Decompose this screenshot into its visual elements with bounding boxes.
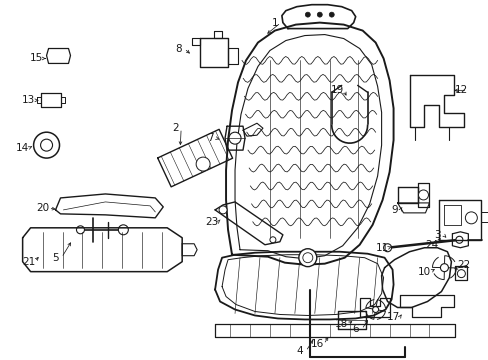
Text: 11: 11	[375, 243, 388, 253]
Circle shape	[383, 244, 391, 252]
Polygon shape	[157, 129, 232, 187]
Circle shape	[76, 226, 84, 234]
Text: 1: 1	[271, 18, 278, 28]
Circle shape	[228, 132, 241, 144]
Text: 7: 7	[206, 133, 213, 143]
Circle shape	[418, 190, 427, 200]
Circle shape	[305, 12, 310, 17]
Polygon shape	[444, 256, 454, 268]
Polygon shape	[375, 310, 385, 319]
Polygon shape	[399, 294, 453, 318]
Circle shape	[372, 306, 378, 312]
Polygon shape	[433, 268, 444, 280]
Polygon shape	[397, 203, 428, 213]
Polygon shape	[439, 200, 480, 240]
Polygon shape	[375, 300, 385, 310]
Polygon shape	[417, 183, 428, 207]
Circle shape	[196, 157, 210, 171]
Polygon shape	[37, 97, 41, 103]
Circle shape	[440, 264, 447, 272]
Circle shape	[298, 249, 316, 267]
Text: 14: 14	[16, 143, 29, 153]
Polygon shape	[46, 49, 70, 63]
Polygon shape	[182, 244, 197, 256]
Text: 24: 24	[424, 240, 437, 250]
Polygon shape	[22, 228, 182, 272]
Circle shape	[456, 270, 465, 278]
Polygon shape	[41, 93, 61, 107]
Text: 23: 23	[205, 217, 218, 227]
Circle shape	[34, 132, 60, 158]
Circle shape	[269, 237, 275, 243]
Text: 13: 13	[22, 95, 35, 105]
Circle shape	[118, 225, 128, 235]
Text: 2: 2	[172, 123, 178, 133]
Polygon shape	[381, 248, 450, 307]
Polygon shape	[200, 37, 227, 67]
Polygon shape	[61, 97, 64, 103]
Text: 10: 10	[417, 267, 430, 276]
Circle shape	[328, 12, 334, 17]
Circle shape	[455, 236, 462, 243]
Text: 12: 12	[454, 85, 467, 95]
Polygon shape	[56, 194, 163, 218]
Text: 22: 22	[456, 260, 469, 270]
Polygon shape	[215, 202, 283, 245]
Text: 19: 19	[330, 85, 344, 95]
Polygon shape	[365, 300, 375, 310]
Text: 15: 15	[30, 54, 43, 63]
Polygon shape	[359, 298, 389, 318]
Circle shape	[317, 12, 322, 17]
Polygon shape	[227, 48, 238, 64]
Text: 3: 3	[433, 230, 440, 240]
Polygon shape	[215, 252, 393, 319]
Text: 16: 16	[310, 339, 324, 349]
Polygon shape	[454, 266, 467, 280]
Polygon shape	[214, 31, 222, 37]
Text: 4: 4	[296, 346, 303, 356]
Circle shape	[219, 206, 226, 214]
Polygon shape	[215, 324, 454, 337]
Polygon shape	[431, 257, 444, 268]
Text: 21: 21	[22, 257, 35, 267]
Polygon shape	[281, 5, 355, 28]
Circle shape	[465, 212, 476, 224]
Text: 20: 20	[36, 203, 49, 213]
Polygon shape	[243, 123, 263, 136]
Text: 8: 8	[175, 44, 181, 54]
Text: 9: 9	[390, 205, 397, 215]
Text: 6: 6	[352, 324, 358, 334]
Polygon shape	[444, 268, 455, 278]
Polygon shape	[480, 212, 488, 222]
Polygon shape	[365, 310, 375, 319]
Polygon shape	[451, 232, 468, 248]
Polygon shape	[337, 311, 365, 329]
Text: 5: 5	[52, 253, 59, 263]
Polygon shape	[408, 75, 464, 127]
Text: 17: 17	[386, 312, 399, 323]
Text: 18: 18	[334, 319, 347, 329]
Polygon shape	[397, 187, 417, 203]
Polygon shape	[225, 23, 393, 265]
Polygon shape	[224, 126, 244, 150]
Polygon shape	[192, 37, 200, 45]
